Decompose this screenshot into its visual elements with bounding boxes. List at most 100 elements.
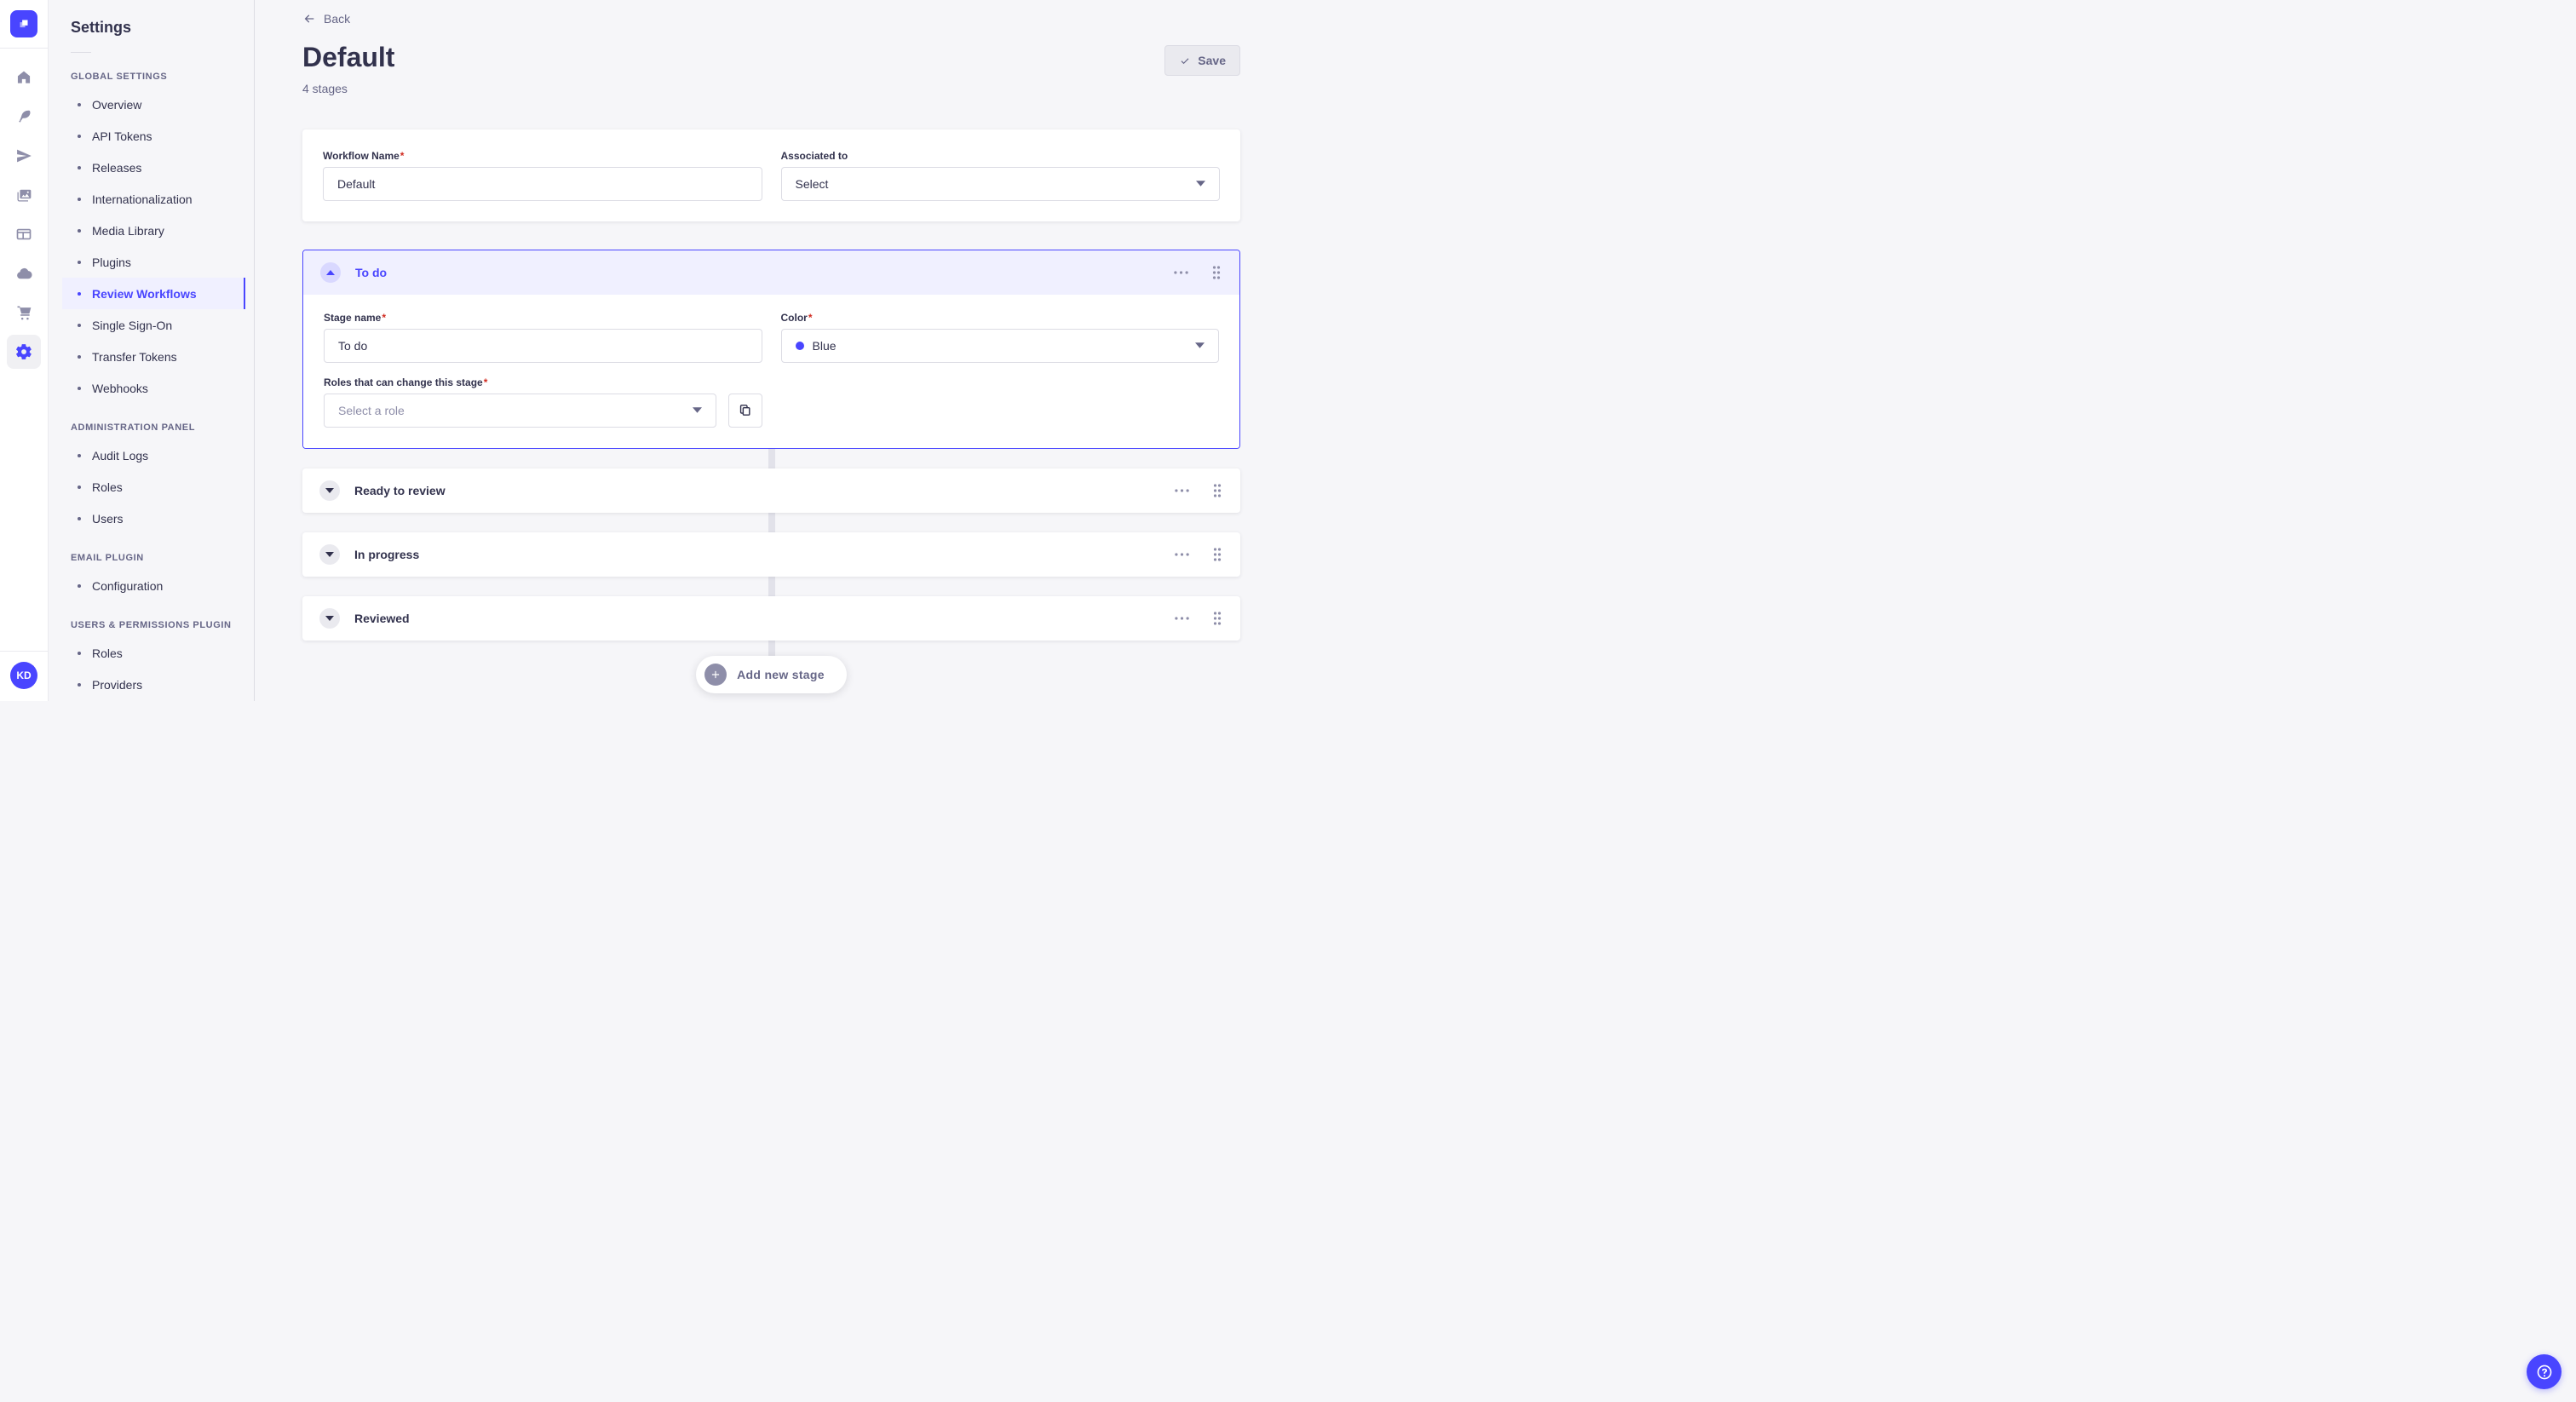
required-asterisk: * <box>483 376 488 388</box>
roles-select[interactable]: Select a role <box>324 393 716 428</box>
associated-to-select[interactable]: Select <box>780 166 1220 201</box>
sidebar-item-up-roles[interactable]: Roles <box>62 637 245 669</box>
content-builder-icon[interactable] <box>7 100 41 134</box>
bullet-icon <box>78 682 81 687</box>
rail-bottom-divider <box>0 651 48 652</box>
expand-stage-button[interactable] <box>319 480 340 501</box>
bullet-icon <box>78 260 81 264</box>
more-options-icon <box>1174 271 1188 274</box>
bullet-icon <box>78 354 81 359</box>
stage-title: Reviewed <box>354 611 410 625</box>
sidebar-item-label: Overview <box>92 97 142 112</box>
app-icon-rail: KD <box>0 0 49 701</box>
avatar[interactable]: KD <box>10 662 37 689</box>
stage-options-button[interactable] <box>1173 615 1191 622</box>
duplicate-icon <box>739 405 750 417</box>
sidebar-item-email-configuration[interactable]: Configuration <box>62 570 245 601</box>
stage-options-button[interactable] <box>1173 551 1191 558</box>
main-content: Back Default 4 stages Save Workflow Name… <box>255 0 1288 701</box>
duplicate-stage-button[interactable] <box>727 393 762 428</box>
bullet-icon <box>78 165 81 170</box>
sidebar-item-releases[interactable]: Releases <box>62 152 245 183</box>
sidebar-item-label: Audit Logs <box>92 448 149 463</box>
stage-name-input[interactable] <box>324 328 762 363</box>
check-icon <box>1181 58 1189 65</box>
stage-drag-handle[interactable] <box>1210 264 1222 281</box>
back-link[interactable]: Back <box>302 12 350 26</box>
strapi-logo-icon <box>20 20 28 28</box>
media-library-icon[interactable] <box>7 178 41 212</box>
associated-to-label: Associated to <box>780 149 848 162</box>
settings-gear-icon[interactable] <box>7 335 41 369</box>
stage-card-reviewed[interactable]: Reviewed <box>302 595 1240 641</box>
stage-options-button[interactable] <box>1173 487 1191 494</box>
stage-color-value: Blue <box>812 338 837 353</box>
bullet-icon <box>78 583 81 588</box>
sidebar-item-label: API Tokens <box>92 129 152 143</box>
stage-header-to-do[interactable]: To do <box>303 250 1239 295</box>
drag-handle-icon <box>1213 612 1222 625</box>
sidebar-item-admin-roles[interactable]: Roles <box>62 471 245 503</box>
add-new-stage-label: Add new stage <box>737 667 825 681</box>
sidebar-item-providers[interactable]: Providers <box>62 669 245 700</box>
stage-options-button[interactable] <box>1172 269 1190 276</box>
title-divider <box>71 52 91 53</box>
stage-card-ready-to-review[interactable]: Ready to review <box>302 468 1240 513</box>
question-mark-icon <box>2537 1365 2551 1379</box>
stage-card-in-progress[interactable]: In progress <box>302 531 1240 577</box>
bullet-icon <box>78 386 81 390</box>
expand-stage-button[interactable] <box>319 543 340 565</box>
sidebar-item-media-library[interactable]: Media Library <box>62 215 245 246</box>
sidebar-item-overview[interactable]: Overview <box>62 89 245 120</box>
roles-placeholder: Select a role <box>338 403 405 417</box>
stage-roles-label: Roles that can change this stage * <box>324 376 488 388</box>
marketplace-cart-icon[interactable] <box>7 296 41 330</box>
bullet-icon <box>78 323 81 327</box>
workflow-name-input[interactable] <box>323 166 762 201</box>
drag-handle-icon <box>1213 548 1222 561</box>
sidebar-item-label: Single Sign-On <box>92 318 173 332</box>
help-button[interactable] <box>2527 1354 2562 1389</box>
sidebar-item-webhooks[interactable]: Webhooks <box>62 372 245 404</box>
sidebar-item-single-sign-on[interactable]: Single Sign-On <box>62 309 245 341</box>
layout-icon[interactable] <box>7 217 41 251</box>
chevron-down-icon <box>1196 181 1205 187</box>
sidebar-item-label: Configuration <box>92 578 164 593</box>
sidebar-item-users[interactable]: Users <box>62 503 245 534</box>
stage-drag-handle[interactable] <box>1211 610 1223 627</box>
sidebar-item-api-tokens[interactable]: API Tokens <box>62 120 245 152</box>
section-email-plugin: EMAIL PLUGIN <box>71 553 144 563</box>
stage-color-select[interactable]: Blue <box>780 328 1219 363</box>
stage-title: To do <box>355 265 388 279</box>
add-new-stage-button[interactable]: Add new stage <box>696 655 847 693</box>
stage-name-field: Stage name * <box>324 312 762 363</box>
sidebar-item-transfer-tokens[interactable]: Transfer Tokens <box>62 341 245 372</box>
send-icon[interactable] <box>7 139 41 173</box>
stage-name-label: Stage name * <box>324 311 387 324</box>
section-global-settings: GLOBAL SETTINGS <box>71 72 168 82</box>
sidebar-item-label: Transfer Tokens <box>92 349 177 364</box>
sidebar-item-label: Review Workflows <box>92 286 197 301</box>
save-button[interactable]: Save <box>1164 45 1240 76</box>
strapi-logo[interactable] <box>10 10 37 37</box>
home-icon[interactable] <box>7 60 41 95</box>
expand-stage-button[interactable] <box>319 607 340 629</box>
sidebar-item-audit-logs[interactable]: Audit Logs <box>62 440 245 471</box>
stage-color-field: Color * Blue <box>780 311 1219 363</box>
sidebar-item-internationalization[interactable]: Internationalization <box>62 183 245 215</box>
stage-drag-handle[interactable] <box>1211 482 1223 499</box>
stage-drag-handle[interactable] <box>1211 546 1223 563</box>
drag-handle-icon <box>1213 484 1222 497</box>
cloud-icon[interactable] <box>7 256 41 290</box>
stages-list: To do Stage name * <box>302 249 1240 693</box>
sidebar-item-label: Internationalization <box>92 192 193 206</box>
section-users-permissions-plugin: USERS & PERMISSIONS PLUGIN <box>71 620 232 630</box>
sidebar-item-plugins[interactable]: Plugins <box>62 246 245 278</box>
collapse-stage-button[interactable] <box>320 261 341 283</box>
sidebar-item-label: Users <box>92 511 124 526</box>
page-title: Default <box>302 42 395 72</box>
required-asterisk: * <box>808 311 813 324</box>
save-label: Save <box>1198 54 1226 67</box>
bullet-icon <box>78 291 81 296</box>
sidebar-item-review-workflows[interactable]: Review Workflows <box>62 278 245 309</box>
